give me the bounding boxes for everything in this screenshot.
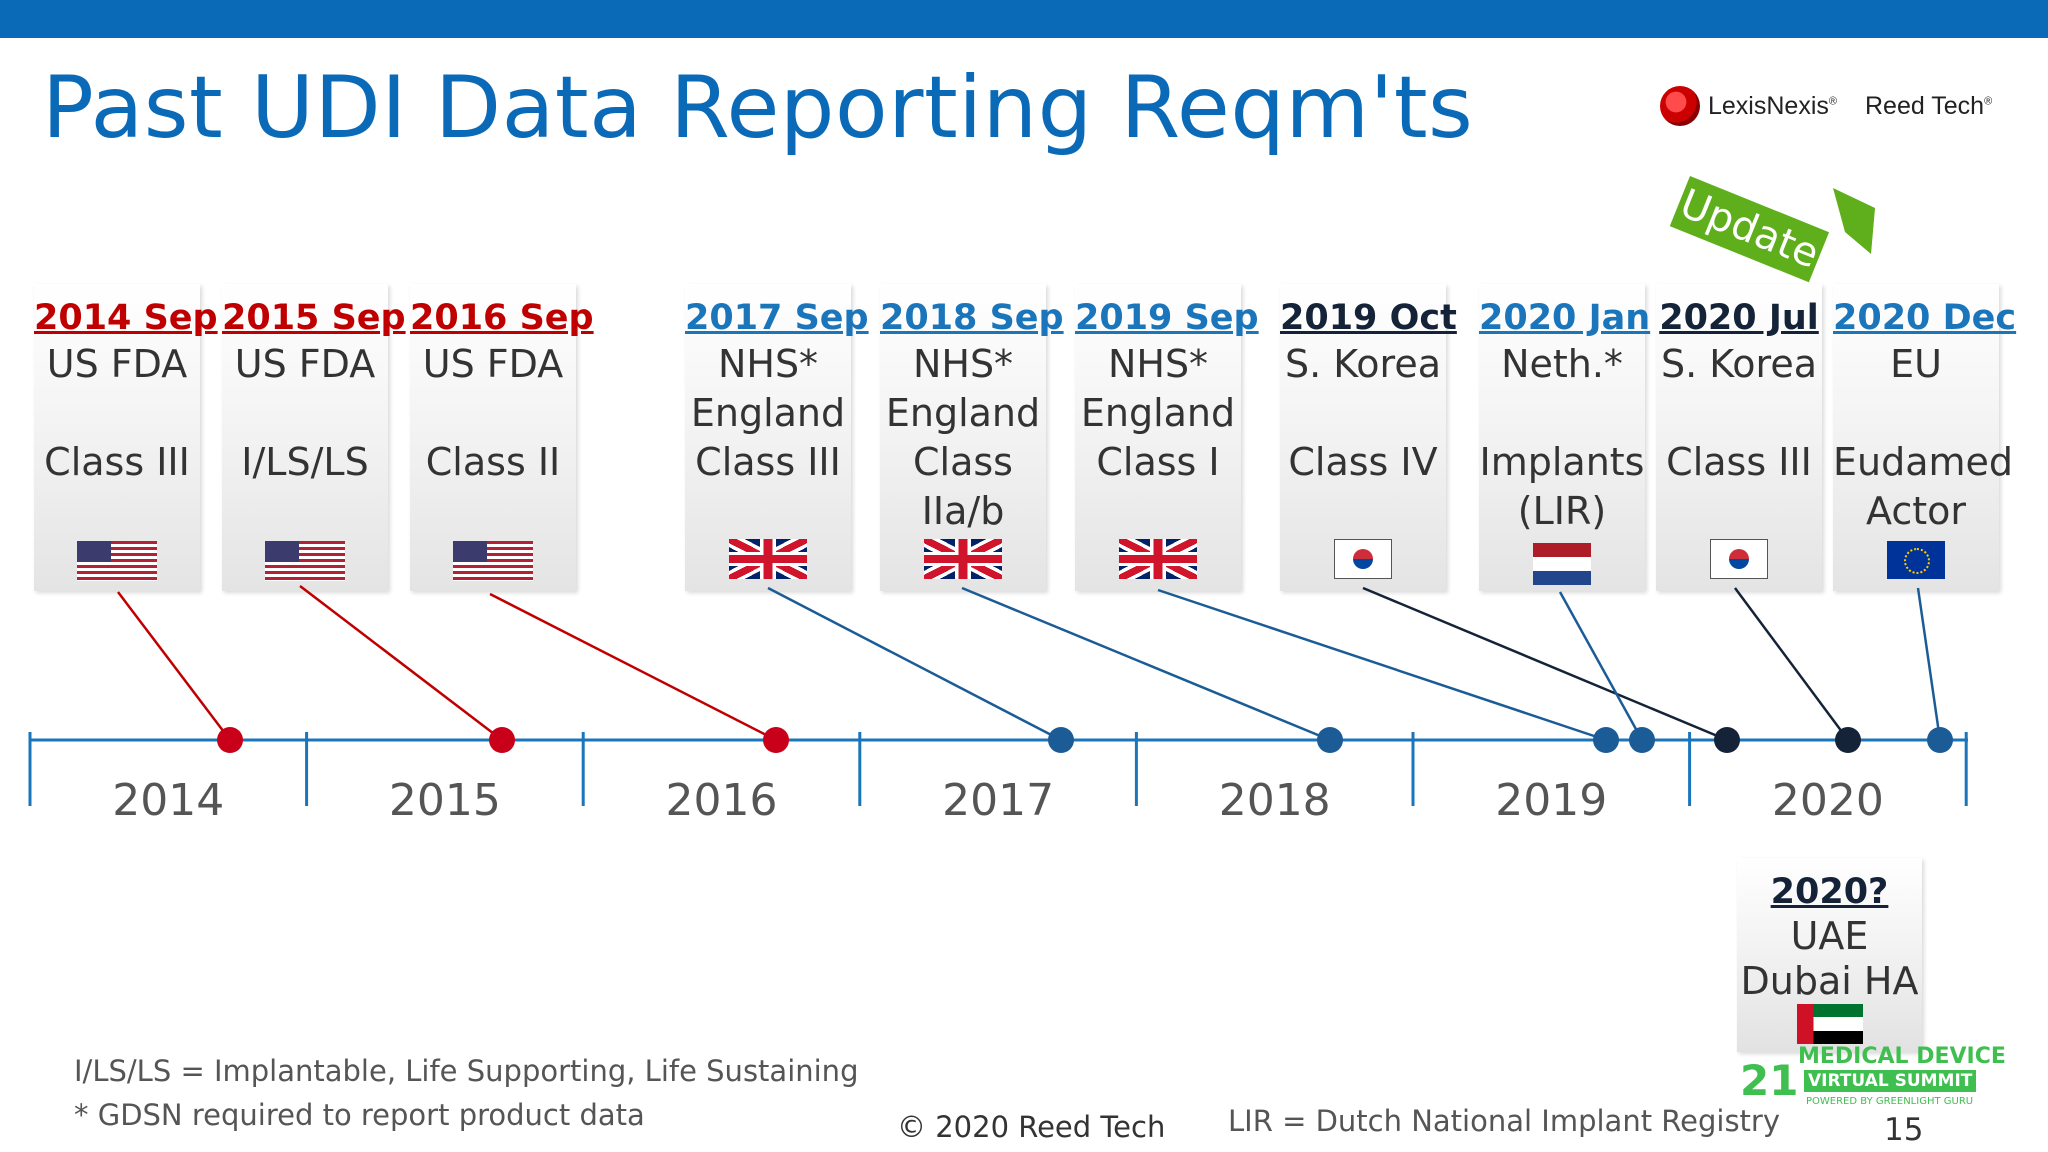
- summit-logo: 21 MEDICAL DEVICE VIRTUAL SUMMIT POWERED…: [1738, 1044, 2038, 1114]
- us-flag-icon: [265, 541, 345, 581]
- timeline-marker: [1714, 727, 1740, 753]
- uk-flag-icon: [924, 539, 1002, 579]
- card-date: 2017 Sep: [685, 298, 869, 338]
- card-body: S. Korea Class IV: [1284, 342, 1441, 484]
- card-body: US FDA Class II: [422, 342, 564, 484]
- timeline-marker: [1048, 727, 1074, 753]
- timeline-card: 2017 Sep NHS* England Class III: [685, 284, 869, 591]
- timeline-marker: [1629, 727, 1655, 753]
- connector-line: [489, 592, 777, 742]
- netherlands-flag-icon: [1533, 543, 1591, 585]
- uae-card-body: UAE Dubai HA: [1740, 914, 1919, 1003]
- footnote-ils: I/LS/LS = Implantable, Life Supporting, …: [74, 1054, 859, 1088]
- uk-flag-icon: [1119, 539, 1197, 579]
- timeline-marker: [489, 727, 515, 753]
- card-date: 2019 Sep: [1075, 298, 1259, 338]
- korea-flag-icon: [1334, 539, 1392, 579]
- connector-line: [1157, 588, 1607, 742]
- card-date: 2020 Jan: [1479, 298, 1651, 338]
- us-flag-icon: [453, 541, 533, 581]
- uae-card-date: 2020?: [1770, 872, 1889, 912]
- timeline-card: 2020 Jul S. Korea Class III: [1656, 284, 1822, 591]
- timeline-marker: [1927, 727, 1953, 753]
- timeline-card: 2019 Oct S. Korea Class IV: [1280, 284, 1457, 591]
- card-date: 2020 Dec: [1833, 298, 2017, 338]
- card-body: NHS* England Class III: [690, 342, 846, 484]
- footnote-gdsn: * GDSN required to report product data: [74, 1098, 645, 1132]
- timeline-card: 2019 Sep NHS* England Class I: [1075, 284, 1259, 591]
- page-title: Past UDI Data Reporting Reqm'ts: [42, 58, 1474, 158]
- card-date: 2014 Sep: [34, 298, 218, 338]
- timeline-marker: [1593, 727, 1619, 753]
- connector-line: [1916, 587, 1942, 741]
- year-label: 2016: [666, 775, 778, 826]
- year-label: 2014: [112, 775, 224, 826]
- timeline-marker: [217, 727, 243, 753]
- card-date: 2015 Sep: [222, 298, 406, 338]
- connector-line: [1558, 591, 1644, 741]
- connector-line: [117, 591, 231, 741]
- top-accent-bar: [0, 0, 2048, 38]
- update-arrow: Update: [1669, 150, 1890, 283]
- card-date: 2020 Jul: [1659, 298, 1819, 338]
- card-date: 2016 Sep: [410, 298, 594, 338]
- uae-card: 2020? UAE Dubai HA: [1737, 858, 1922, 1052]
- connector-line: [1733, 587, 1850, 741]
- lexisnexis-logo-icon: [1660, 86, 1700, 126]
- timeline-card: 2020 Jan Neth.* Implants (LIR): [1479, 284, 1651, 591]
- connector-line: [767, 586, 1062, 742]
- card-body: Neth.* Implants (LIR): [1479, 342, 1645, 533]
- timeline-card: 2016 Sep US FDA Class II: [410, 284, 594, 591]
- eu-flag-icon: [1887, 541, 1945, 579]
- year-label: 2018: [1219, 775, 1331, 826]
- logo-brand-reed-tech: Reed Tech®: [1864, 91, 1993, 120]
- card-body: NHS* England Class IIa/b: [885, 342, 1041, 533]
- uae-flag-icon: [1796, 1004, 1863, 1044]
- summit-line2: VIRTUAL SUMMIT: [1804, 1070, 1977, 1092]
- year-label: 2017: [942, 775, 1054, 826]
- card-body: NHS* England Class I: [1080, 342, 1236, 484]
- connector-line: [299, 585, 503, 741]
- korea-flag-icon: [1710, 539, 1768, 579]
- lexisnexis-reed-tech-logo: LexisNexis® Reed Tech®: [1660, 84, 1992, 128]
- update-arrow-icon: [1833, 188, 1875, 254]
- summit-line3: POWERED BY GREENLIGHT GURU: [1806, 1096, 1974, 1107]
- timeline-card: 2020 Dec EU Eudamed Actor: [1833, 284, 2017, 591]
- summit-number: 21: [1740, 1056, 1799, 1105]
- connector-line: [1362, 586, 1728, 742]
- page-number: 15: [1884, 1112, 1924, 1148]
- connector-line: [961, 586, 1331, 742]
- copyright-text: © 2020 Reed Tech: [897, 1110, 1166, 1144]
- card-date: 2019 Oct: [1280, 298, 1457, 338]
- timeline-marker: [1317, 727, 1343, 753]
- logo-brand-lexisnexis: LexisNexis®: [1708, 91, 1837, 120]
- card-body: US FDA Class III: [44, 342, 190, 484]
- footnote-lir: LIR = Dutch National Implant Registry: [1228, 1104, 1781, 1138]
- timeline-marker: [763, 727, 789, 753]
- year-label: 2020: [1772, 775, 1884, 826]
- us-flag-icon: [77, 541, 157, 581]
- card-body: EU Eudamed Actor: [1833, 342, 2014, 533]
- summit-line1: MEDICAL DEVICE: [1798, 1044, 2006, 1069]
- year-label: 2019: [1495, 775, 1607, 826]
- timeline-card: 2014 Sep US FDA Class III: [34, 284, 218, 591]
- card-body: S. Korea Class III: [1660, 342, 1817, 484]
- card-body: US FDA I/LS/LS: [234, 342, 376, 484]
- timeline-card: 2015 Sep US FDA I/LS/LS: [222, 284, 406, 591]
- card-date: 2018 Sep: [880, 298, 1064, 338]
- year-label: 2015: [389, 775, 501, 826]
- uk-flag-icon: [729, 539, 807, 579]
- timeline-card: 2018 Sep NHS* England Class IIa/b: [880, 284, 1064, 591]
- timeline-marker: [1835, 727, 1861, 753]
